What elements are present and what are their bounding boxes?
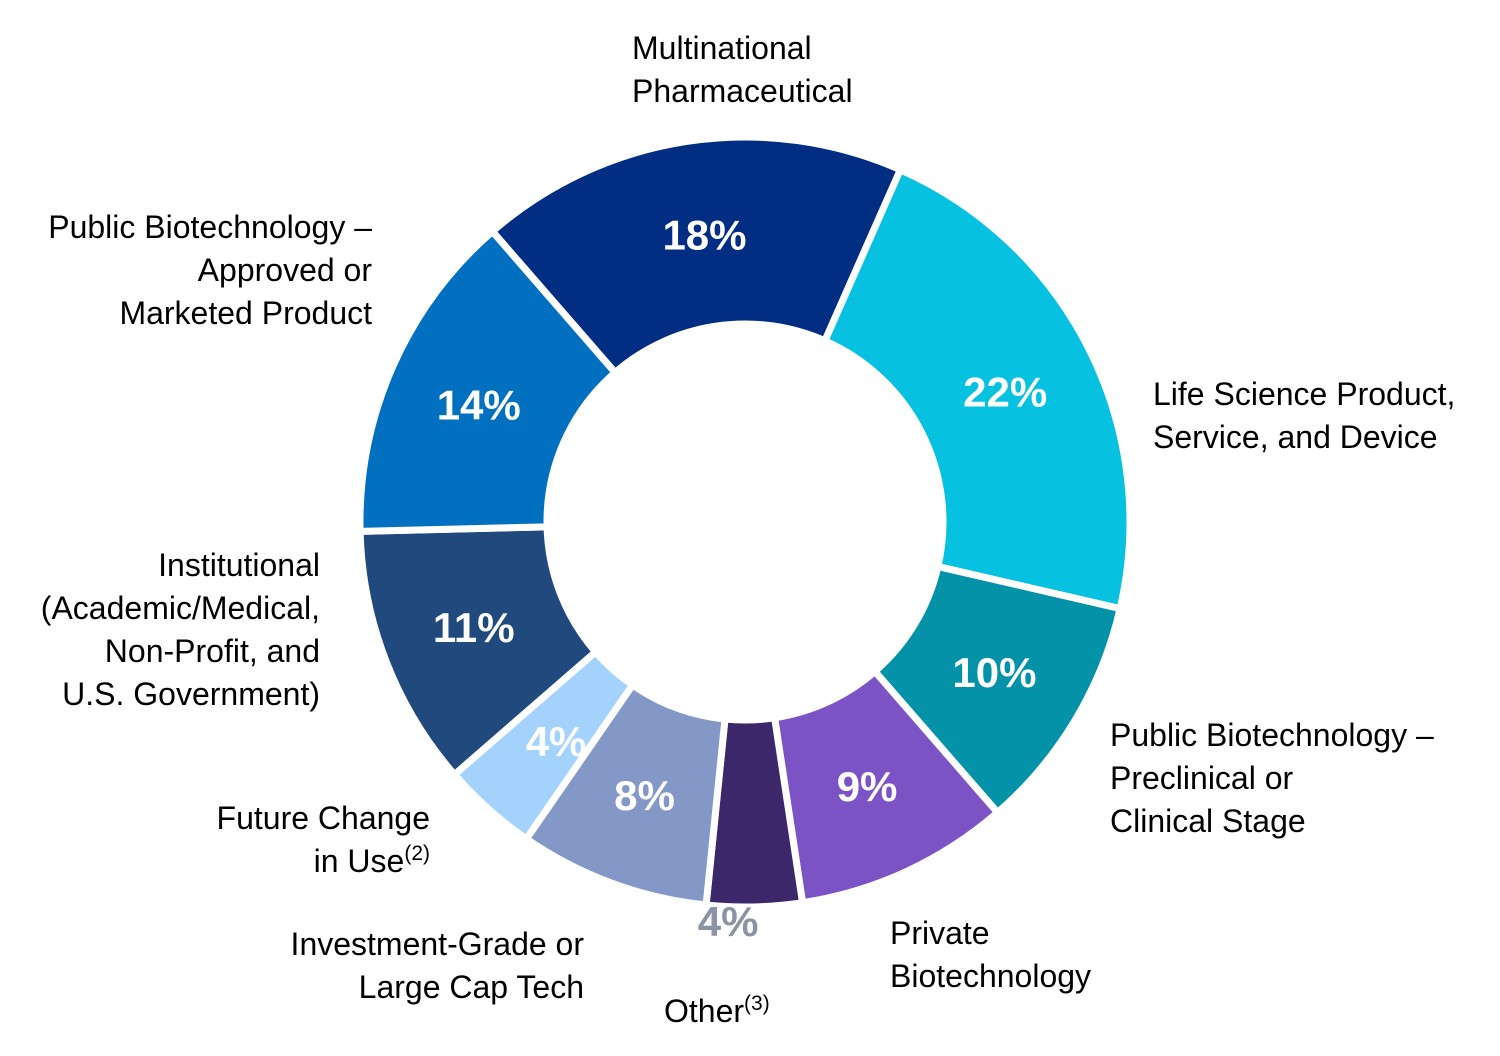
percent-labels-group: 18% 22% 10% 9% 4% 8% 4% 11% 14% [433, 211, 1047, 945]
category-label-public_bio_preclinical: Public Biotechnology – Preclinical or Clin… [1110, 717, 1434, 839]
category-label-line: Multinational [632, 30, 812, 66]
pct-label-institutional: 11% [433, 604, 515, 651]
slices-group [356, 133, 1134, 911]
category-label-line: Clinical Stage [1110, 803, 1306, 839]
pct-label-multinational: 18% [662, 211, 746, 258]
category-label-line: Institutional [158, 547, 320, 583]
slice-public_bio_approved [356, 226, 621, 535]
category-label-line: Large Cap Tech [359, 969, 584, 1005]
slice-life_science [820, 165, 1134, 613]
pct-label-other: 4% [698, 898, 759, 945]
category-labels-group: Multinational Pharmaceutical Life Science … [41, 30, 1456, 1029]
category-label-line: Service, and Device [1153, 419, 1438, 455]
category-label-private_bio: Private Biotechnology [890, 915, 1091, 994]
category-label-line: Approved or [198, 252, 373, 288]
pct-label-life_science: 22% [963, 369, 1047, 416]
pct-label-public_bio_approved: 14% [437, 382, 521, 429]
category-label-line: Investment-Grade or [291, 926, 585, 962]
category-label-line: Private [890, 915, 990, 951]
category-label-life_science: Life Science Product, Service, and Device [1153, 376, 1455, 455]
category-label-line: Public Biotechnology – [48, 209, 372, 245]
footnote-marker: (2) [404, 842, 430, 865]
category-label-line: Non-Profit, and [105, 633, 320, 669]
slice-multinational [487, 133, 905, 378]
category-label-future_change: Future Change in Use(2) [217, 800, 430, 879]
pct-label-future_change: 4% [526, 718, 587, 765]
pct-label-private_bio: 9% [837, 763, 898, 810]
category-label-line: Preclinical or [1110, 760, 1294, 796]
category-label-line: U.S. Government) [62, 676, 320, 712]
category-label-other: Other(3) [664, 992, 770, 1029]
category-label-line: Life Science Product, [1153, 376, 1455, 412]
category-label-line: Pharmaceutical [632, 73, 853, 109]
footnote-marker: (3) [744, 992, 770, 1015]
category-label-investment_grade: Investment-Grade or Large Cap Tech [291, 926, 585, 1005]
category-label-line: in Use [314, 843, 405, 879]
category-label-line: Biotechnology [890, 958, 1091, 994]
category-label-line: Marketed Product [119, 295, 372, 331]
category-label-multinational: Multinational Pharmaceutical [632, 30, 853, 109]
pct-label-investment_grade: 8% [614, 772, 675, 819]
category-label-line: Other [664, 993, 744, 1029]
category-label-line: Future Change [217, 800, 430, 836]
category-label-public_bio_approved: Public Biotechnology – Approved or Markete… [48, 209, 372, 331]
pct-label-public_bio_preclinical: 10% [952, 649, 1036, 696]
category-label-line: (Academic/Medical, [41, 590, 320, 626]
slice-institutional [356, 523, 601, 780]
category-label-line: Public Biotechnology – [1110, 717, 1434, 753]
category-label-institutional: Institutional (Academic/Medical, Non-Profi… [41, 547, 320, 712]
